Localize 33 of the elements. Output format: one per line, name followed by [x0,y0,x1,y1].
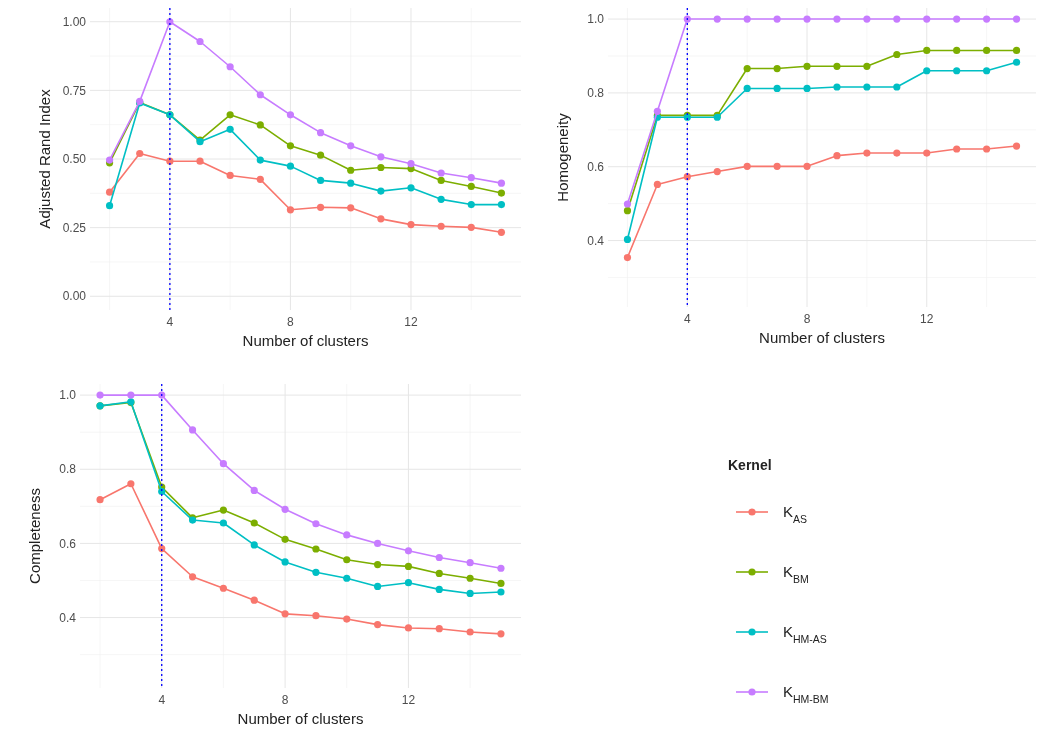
legend-label: K$_{BM}$ [783,563,809,586]
x-tick-label: 12 [920,312,934,326]
x-tick-label: 8 [287,315,295,329]
x-tick-label: 4 [683,312,691,326]
y-axis-title: Adjusted Rand Index [36,88,53,229]
y-tick-label: 0.25 [62,220,87,235]
legend-title: Kernel [728,457,772,473]
y-axis-title: Completeness [26,488,43,584]
x-axis-title: Number of clusters [242,332,369,349]
y-tick-label: 0.6 [59,536,77,551]
y-tick-label: 0.8 [587,86,605,101]
y-tick-label: 0.8 [59,462,77,477]
legend-label: K$_{AS}$ [783,503,808,526]
y-tick-label: 0.00 [62,289,87,304]
x-tick-label: 4 [166,315,174,329]
y-tick-label: 1.00 [62,14,87,29]
x-axis-title: Number of clusters [759,329,885,346]
legend-label: K$_{HM-AS}$ [783,623,827,646]
y-tick-label: 0.50 [62,152,87,167]
x-tick-label: 12 [401,693,416,707]
x-tick-label: 8 [281,693,289,707]
y-tick-label: 1.0 [59,388,77,403]
x-tick-label: 8 [803,312,811,326]
y-tick-label: 0.4 [59,610,77,625]
y-axis-title: Homogeneity [554,112,571,202]
y-tick-label: 0.75 [62,83,87,98]
x-axis-title: Number of clusters [237,710,364,727]
y-tick-label: 0.4 [587,233,605,248]
y-tick-label: 0.6 [587,159,605,174]
x-tick-label: 12 [404,315,418,329]
x-tick-label: 4 [158,693,166,707]
y-tick-label: 1.0 [587,12,605,27]
legend-label: K$_{HM-BM}$ [783,683,829,706]
